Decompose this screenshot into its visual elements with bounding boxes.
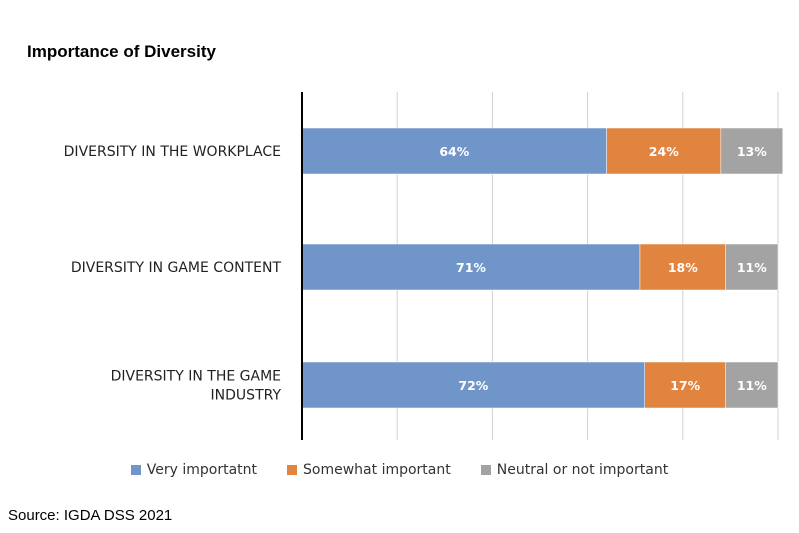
data-label: 18% xyxy=(668,260,698,275)
bar-segment xyxy=(639,243,726,291)
category-label: DIVERSITY IN THE GAME xyxy=(111,369,281,385)
category-label: INDUSTRY xyxy=(211,388,282,404)
legend-swatch xyxy=(130,465,141,475)
bar-segment xyxy=(725,243,779,291)
data-label: 71% xyxy=(456,260,486,275)
legend-item: Very importatnt xyxy=(130,462,258,478)
data-label: 24% xyxy=(649,144,679,159)
chart-title: Importance of Diversity xyxy=(27,42,216,61)
data-label: 17% xyxy=(670,378,700,393)
category-label: DIVERSITY IN THE WORKPLACE xyxy=(64,144,281,160)
source-note: Source: IGDA DSS 2021 xyxy=(8,507,173,524)
bar-segment xyxy=(644,361,726,409)
bar-segment xyxy=(301,361,645,409)
legend-label: Somewhat important xyxy=(303,462,451,478)
data-label: 64% xyxy=(439,144,469,159)
data-label: 72% xyxy=(458,378,488,393)
legend-item: Somewhat important xyxy=(287,462,451,478)
category-label: DIVERSITY IN GAME CONTENT xyxy=(71,260,282,276)
bar-segment xyxy=(725,361,779,409)
legend-swatch xyxy=(480,465,491,475)
legend-item: Neutral or not important xyxy=(480,462,669,478)
data-label: 11% xyxy=(737,378,767,393)
bar-segment xyxy=(606,127,722,175)
data-label: 13% xyxy=(737,144,767,159)
legend: Very importatnt Somewhat important Neutral… xyxy=(0,462,799,478)
legend-label: Very importatnt xyxy=(146,462,258,478)
legend-label: Neutral or not important xyxy=(496,462,669,478)
legend-swatch xyxy=(287,465,298,475)
bar-segment xyxy=(720,127,784,175)
data-label: 11% xyxy=(737,260,767,275)
